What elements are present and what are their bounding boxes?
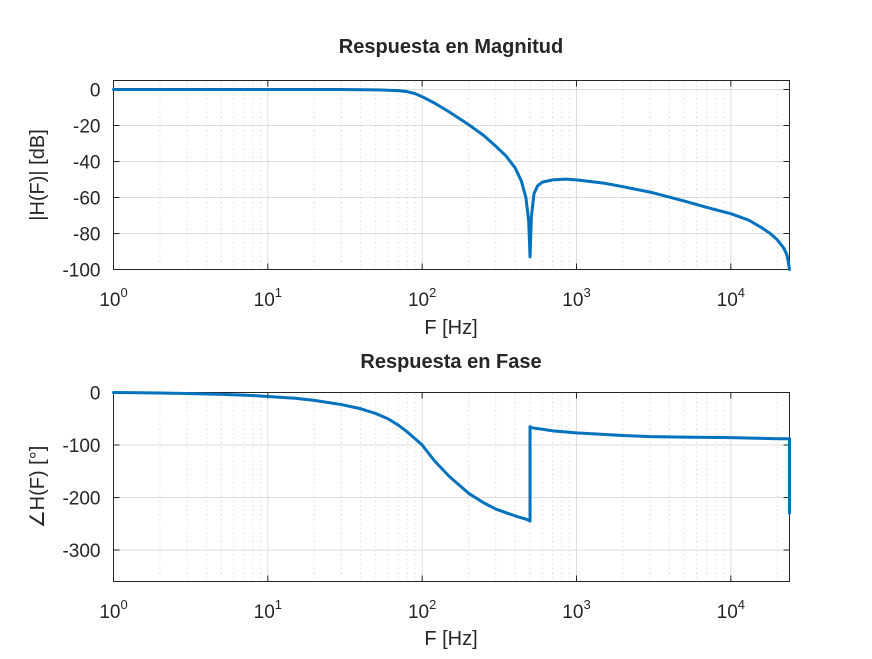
- x-tick-label: 103: [562, 285, 590, 311]
- x-tick-label: 103: [562, 597, 590, 623]
- phase-curve: [112, 391, 791, 523]
- y-tick-label: -200: [62, 489, 100, 510]
- x-tick-label: 102: [408, 597, 436, 623]
- y-tick-label: -60: [73, 189, 100, 210]
- magnitude-axes-frame: [113, 80, 790, 270]
- x-tick-label: 100: [99, 597, 127, 623]
- x-tick-label: 101: [254, 597, 282, 623]
- x-tick-label: 100: [99, 285, 127, 311]
- magnitude-curve: [112, 88, 791, 271]
- magnitude-xlabel: F [Hz]: [424, 317, 477, 339]
- phase-ylabel: ∠H(F) [°]: [27, 446, 49, 529]
- magnitude-subplot: Respuesta en Magnitud 100 101 102 103 104 0 -2…: [27, 36, 791, 339]
- phase-subplot: Respuesta en Fase 100 101 102 103 104 0 -100 -2…: [27, 351, 791, 650]
- y-tick-label: -300: [62, 541, 100, 562]
- phase-axes-frame: [113, 392, 790, 582]
- phase-xlabel: F [Hz]: [424, 628, 477, 650]
- y-tick-label: -40: [73, 153, 100, 174]
- y-tick-label: 0: [90, 81, 101, 102]
- x-tick-label: 102: [408, 285, 436, 311]
- y-tick-label: -80: [73, 225, 100, 246]
- x-tick-label: 104: [717, 597, 745, 623]
- y-tick-label: 0: [90, 384, 101, 405]
- y-tick-label: -100: [62, 261, 100, 282]
- magnitude-title: Respuesta en Magnitud: [339, 36, 563, 58]
- magnitude-ticks: 100 101 102 103 104 0 -20 -40 -60 -80 -100: [62, 80, 790, 311]
- phase-ticks: 100 101 102 103 104 0 -100 -200 -300: [62, 384, 790, 623]
- magnitude-grid: [113, 80, 790, 270]
- phase-grid: [113, 392, 790, 582]
- x-tick-label: 101: [254, 285, 282, 311]
- x-tick-label: 104: [717, 285, 745, 311]
- magnitude-ylabel: |H(F)| [dB]: [27, 129, 49, 221]
- y-tick-label: -100: [62, 436, 100, 457]
- phase-title: Respuesta en Fase: [360, 351, 541, 373]
- y-tick-label: -20: [73, 117, 100, 138]
